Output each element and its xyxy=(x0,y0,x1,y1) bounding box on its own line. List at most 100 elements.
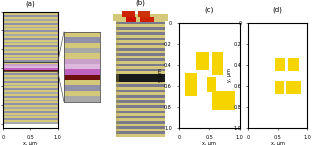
Bar xyxy=(3,13,58,15)
Bar xyxy=(3,30,58,32)
Bar xyxy=(3,90,58,92)
Bar xyxy=(115,66,165,69)
Bar xyxy=(3,43,58,45)
Bar xyxy=(115,19,165,22)
Bar xyxy=(3,68,58,70)
Bar xyxy=(3,103,58,105)
Bar xyxy=(207,77,216,92)
Bar xyxy=(3,34,58,36)
Bar xyxy=(115,19,119,137)
Bar xyxy=(275,58,285,71)
Bar xyxy=(122,11,135,17)
Bar xyxy=(115,100,165,103)
Bar xyxy=(3,27,58,28)
Bar xyxy=(3,49,58,51)
X-axis label: x, μm: x, μm xyxy=(23,141,37,145)
Text: (d): (d) xyxy=(273,6,283,13)
Bar xyxy=(3,111,58,113)
Bar xyxy=(115,71,165,74)
Bar xyxy=(288,58,299,71)
Bar xyxy=(3,47,58,49)
Bar xyxy=(3,58,58,60)
Bar xyxy=(64,53,100,59)
Bar xyxy=(64,75,100,80)
Bar xyxy=(3,101,58,103)
Bar xyxy=(212,52,223,75)
Bar xyxy=(3,71,58,73)
Bar xyxy=(3,60,58,62)
Bar xyxy=(3,62,58,71)
Bar xyxy=(64,64,100,69)
Bar xyxy=(3,12,58,13)
Bar xyxy=(115,82,165,85)
Bar xyxy=(3,28,58,30)
Bar xyxy=(115,110,165,113)
Bar xyxy=(3,36,58,38)
Bar xyxy=(115,51,165,53)
Bar xyxy=(115,27,165,30)
Bar xyxy=(3,85,58,86)
Bar xyxy=(3,120,58,122)
Bar xyxy=(3,53,58,55)
Bar xyxy=(3,51,58,53)
Bar xyxy=(3,70,58,71)
Bar xyxy=(115,40,165,43)
Bar xyxy=(3,40,58,41)
Bar xyxy=(126,17,136,22)
Y-axis label: y, μm: y, μm xyxy=(227,68,232,82)
Bar xyxy=(115,108,165,110)
Bar xyxy=(115,113,165,116)
Bar xyxy=(138,11,149,17)
Bar xyxy=(115,32,165,35)
Bar xyxy=(185,73,197,96)
Bar xyxy=(115,64,165,66)
Bar xyxy=(3,79,58,81)
Bar xyxy=(115,25,165,27)
Bar xyxy=(115,124,165,126)
Y-axis label: y, μm: y, μm xyxy=(158,68,163,82)
Bar xyxy=(3,32,58,34)
Bar xyxy=(64,48,100,53)
Bar xyxy=(115,45,165,48)
Bar xyxy=(3,73,58,75)
Bar xyxy=(3,107,58,109)
Bar xyxy=(115,87,165,90)
Bar xyxy=(115,79,165,82)
Bar xyxy=(3,41,58,43)
Bar xyxy=(115,77,165,79)
Bar xyxy=(3,23,58,25)
X-axis label: x, μm: x, μm xyxy=(202,141,216,145)
Bar xyxy=(3,98,58,99)
Bar xyxy=(64,59,100,64)
Text: (b): (b) xyxy=(135,0,145,6)
Bar xyxy=(115,53,165,56)
Bar xyxy=(115,95,165,98)
Bar xyxy=(3,109,58,111)
Bar xyxy=(3,38,58,40)
Bar xyxy=(3,15,58,17)
Bar xyxy=(115,38,165,40)
Bar xyxy=(115,58,165,61)
Bar xyxy=(115,48,165,51)
Bar xyxy=(64,80,100,85)
Bar xyxy=(64,43,100,48)
Bar xyxy=(3,17,58,19)
Bar xyxy=(3,19,58,21)
Bar xyxy=(115,118,165,121)
Bar xyxy=(115,90,165,92)
Bar xyxy=(3,62,58,64)
Bar xyxy=(64,85,100,91)
X-axis label: x, μm: x, μm xyxy=(271,141,285,145)
Bar xyxy=(115,30,165,32)
Bar xyxy=(3,94,58,96)
Bar xyxy=(3,57,58,58)
Bar xyxy=(64,32,100,37)
Bar xyxy=(115,98,165,100)
Bar xyxy=(115,22,165,25)
Bar xyxy=(3,86,58,88)
Bar xyxy=(196,52,209,70)
Bar xyxy=(3,115,58,116)
Bar xyxy=(140,17,154,22)
Bar xyxy=(3,92,58,94)
Bar xyxy=(64,37,100,43)
